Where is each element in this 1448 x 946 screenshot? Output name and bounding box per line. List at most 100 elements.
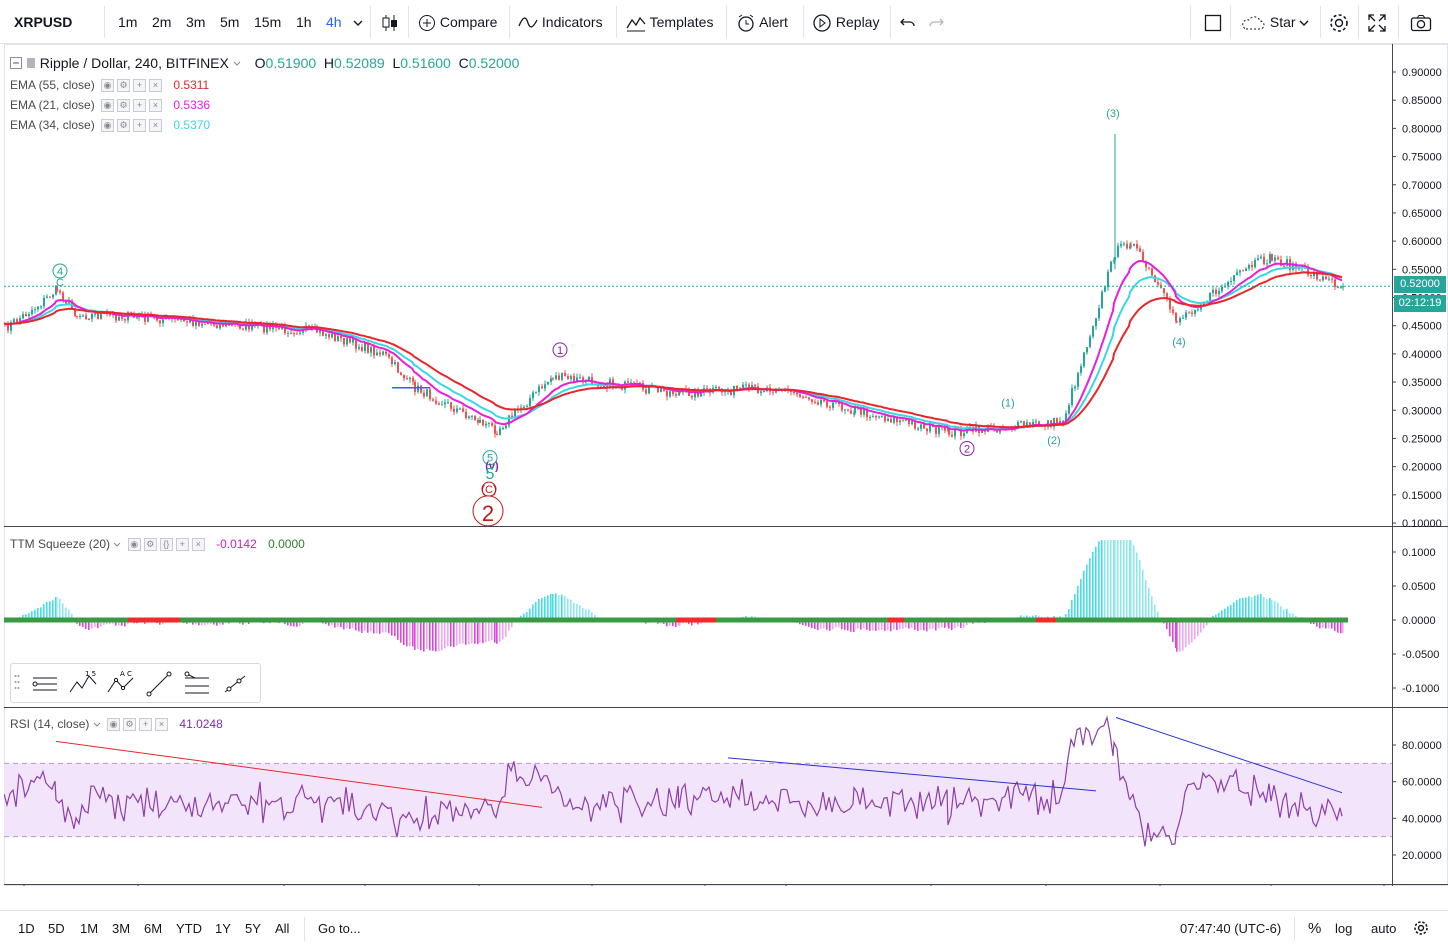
candle-body	[91, 313, 93, 320]
candle-body	[34, 309, 36, 311]
ema21-legend[interactable]: EMA (21, close) ◉ ⚙ + × 0.5336	[10, 98, 211, 113]
squeeze-dot	[932, 617, 936, 623]
candle-body	[364, 342, 366, 351]
interval-4h[interactable]: 4h	[326, 14, 342, 30]
indicators-button[interactable]: Indicators	[518, 0, 603, 44]
ema34-legend[interactable]: EMA (34, close) ◉ ⚙ + × 0.5370	[10, 118, 211, 133]
ema55-legend[interactable]: EMA (55, close) ◉ ⚙ + × 0.5311	[10, 78, 210, 93]
redo-button[interactable]	[928, 0, 944, 44]
range-1m[interactable]: 1M	[80, 921, 99, 936]
elliott-correction-tool[interactable]: A C	[105, 668, 137, 700]
range-ytd[interactable]: YTD	[176, 921, 202, 936]
plus-icon[interactable]: +	[133, 119, 147, 133]
trend-line-tool[interactable]	[143, 668, 175, 700]
plus-icon[interactable]: +	[133, 99, 147, 113]
percent-toggle[interactable]: %	[1308, 920, 1322, 937]
squeeze-bar	[957, 620, 959, 627]
eye-icon[interactable]: ◉	[127, 538, 141, 552]
interval-3m[interactable]: 3m	[186, 14, 206, 30]
gear-icon[interactable]: ⚙	[117, 99, 131, 113]
undo-button[interactable]	[900, 0, 916, 44]
close-icon[interactable]: ×	[149, 99, 163, 113]
log-toggle[interactable]: log	[1335, 921, 1353, 936]
interval-5m[interactable]: 5m	[220, 14, 240, 30]
squeeze-bar	[438, 620, 440, 652]
range-1d[interactable]: 1D	[18, 921, 35, 936]
candle-body	[471, 415, 473, 417]
squeeze-dot	[1204, 617, 1208, 623]
templates-button[interactable]: Templates	[626, 0, 713, 44]
ema21-line	[4, 259, 1343, 432]
range-6m[interactable]: 6M	[144, 921, 163, 936]
range-all[interactable]: All	[275, 921, 290, 936]
chart-style-button[interactable]	[380, 0, 400, 44]
auto-toggle[interactable]: auto	[1371, 921, 1397, 936]
candle-body	[1089, 336, 1091, 348]
collapse-icon[interactable]	[10, 57, 22, 69]
eye-icon[interactable]: ◉	[101, 79, 115, 93]
clock-timezone[interactable]: 07:47:40 (UTC-6)	[1180, 921, 1282, 936]
range-3m[interactable]: 3M	[112, 921, 131, 936]
fullscreen-button[interactable]	[1368, 0, 1386, 44]
close-icon[interactable]: ×	[191, 538, 205, 552]
compare-button[interactable]: Compare	[418, 0, 497, 44]
alert-button[interactable]: Alert	[736, 0, 788, 44]
candle-body	[1017, 421, 1019, 428]
range-1y[interactable]: 1Y	[215, 921, 231, 936]
horizontal-lines-tool[interactable]	[29, 668, 61, 700]
plus-icon[interactable]: +	[139, 718, 153, 732]
eye-icon[interactable]: ◉	[107, 718, 121, 732]
replay-label: Replay	[835, 14, 880, 30]
gear-icon[interactable]: ⚙	[117, 79, 131, 93]
settings-button[interactable]	[1328, 0, 1350, 44]
range-5y[interactable]: 5Y	[245, 921, 261, 936]
interval-15m[interactable]: 15m	[254, 14, 282, 30]
eye-icon[interactable]: ◉	[101, 119, 115, 133]
star-layout-button[interactable]: Star	[1240, 0, 1309, 44]
squeeze-dot	[1024, 617, 1028, 623]
squeeze-bar	[479, 620, 481, 643]
squeeze-dot	[432, 617, 436, 623]
ray-tool[interactable]	[219, 668, 251, 700]
snapshot-button[interactable]	[1410, 0, 1432, 44]
interval-2m[interactable]: 2m	[152, 14, 172, 30]
squeeze-bar	[355, 620, 357, 631]
interval-dropdown[interactable]	[353, 0, 363, 44]
close-icon[interactable]: ×	[149, 119, 163, 133]
squeeze-dot	[492, 617, 496, 623]
gear-icon[interactable]: ⚙	[143, 538, 157, 552]
squeeze-dot	[1172, 617, 1176, 623]
elliott-impulse-tool[interactable]: 1 5	[67, 668, 99, 700]
eye-icon[interactable]: ◉	[101, 99, 115, 113]
squeeze-dot	[40, 617, 44, 623]
squeeze-bar	[1123, 540, 1125, 620]
goto-button[interactable]: Go to...	[318, 921, 361, 936]
squeeze-bar	[1316, 620, 1318, 627]
drag-handle-icon[interactable]	[14, 672, 20, 696]
range-5d[interactable]: 5D	[48, 921, 65, 936]
gear-icon[interactable]: ⚙	[117, 119, 131, 133]
chart-canvas[interactable]: 0.90000 0.85000 0.80000 0.75000 0.70000 0.650…	[4, 44, 1448, 886]
source-icon[interactable]: {}	[159, 538, 173, 552]
symbol-search[interactable]: XRPUSD	[14, 14, 73, 30]
squeeze-bar	[456, 620, 458, 646]
interval-1m[interactable]: 1m	[118, 14, 138, 30]
replay-button[interactable]: Replay	[812, 0, 879, 44]
rsi-legend[interactable]: RSI (14, close) ◉ ⚙ + × 41.0248	[10, 717, 223, 732]
candle-body	[1242, 270, 1244, 272]
squeeze-dot	[484, 617, 488, 623]
plus-icon[interactable]: +	[133, 79, 147, 93]
parallel-channel-tool[interactable]	[181, 668, 213, 700]
fullscreen-layout-button[interactable]	[1204, 0, 1222, 44]
squeeze-dot	[24, 617, 28, 623]
squeeze-legend[interactable]: TTM Squeeze (20) ◉ ⚙{} + × -0.0142 0.0000	[10, 537, 305, 552]
plus-icon[interactable]: +	[175, 538, 189, 552]
scale-settings-button[interactable]	[1413, 911, 1429, 946]
gear-icon[interactable]: ⚙	[123, 718, 137, 732]
squeeze-dot	[848, 617, 852, 623]
squeeze-dot	[896, 617, 900, 623]
interval-1h[interactable]: 1h	[296, 14, 312, 30]
close-icon[interactable]: ×	[149, 79, 163, 93]
close-icon[interactable]: ×	[155, 718, 169, 732]
chart-area[interactable]: 0.90000 0.85000 0.80000 0.75000 0.70000 0.650…	[4, 44, 1448, 886]
